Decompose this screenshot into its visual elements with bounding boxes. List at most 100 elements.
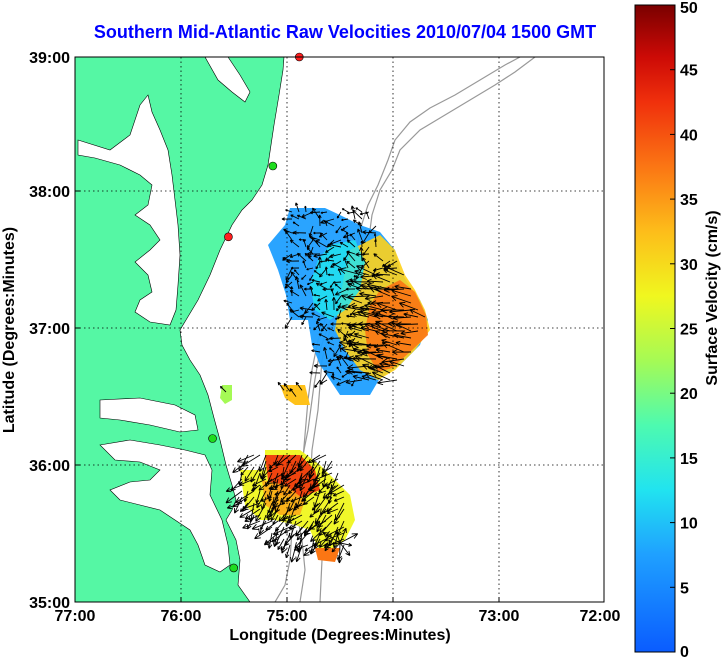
velocity-vector	[311, 349, 321, 353]
velocity-vector	[349, 233, 356, 241]
velocity-vector	[317, 214, 322, 227]
velocity-vector	[308, 460, 321, 478]
velocity-vector	[364, 295, 384, 301]
velocity-vector	[313, 363, 328, 368]
velocity-vector	[403, 312, 419, 318]
colorbar-tick: 0	[680, 644, 689, 659]
velocity-vector	[225, 490, 243, 504]
velocity-vector	[283, 526, 297, 534]
velocity-vector	[331, 297, 336, 311]
colorbar-tick: 30	[680, 257, 698, 274]
velocity-vector	[341, 208, 349, 213]
y-tick: 36:00	[29, 458, 70, 475]
pamlico-sound	[99, 439, 231, 573]
x-axis-ticks: 77:00 76:00 75:00 74:00 73:00 72:00	[55, 608, 621, 625]
velocity-vector	[309, 285, 314, 297]
velocity-vector	[309, 274, 314, 281]
velocity-vector	[395, 340, 412, 346]
velocity-vector	[346, 333, 363, 339]
velocity-vector	[313, 253, 328, 258]
velocity-vector	[360, 273, 384, 280]
velocity-vector	[318, 333, 328, 339]
velocity-vector	[290, 266, 300, 270]
velocity-vector	[311, 237, 321, 248]
velocity-vector	[239, 508, 255, 518]
colorbar-tick: 15	[680, 451, 698, 468]
velocity-vector	[268, 466, 279, 473]
velocity-vector	[296, 526, 309, 541]
velocity-vector	[369, 286, 391, 297]
velocity-vector	[353, 332, 370, 339]
velocity-vector	[292, 230, 307, 235]
velocity-vector	[294, 276, 300, 290]
velocity-vector	[313, 293, 321, 297]
velocity-vector	[365, 211, 370, 220]
velocity-vector	[332, 280, 342, 284]
velocity-vector	[372, 267, 384, 272]
velocity-vector	[335, 225, 342, 234]
velocity-vector	[304, 544, 315, 552]
velocity-vector	[347, 293, 370, 300]
velocity-vector	[323, 542, 341, 548]
radar-stations	[208, 52, 304, 573]
velocity-vector	[283, 299, 293, 304]
velocity-vector	[327, 273, 335, 277]
velocity-vector	[334, 288, 349, 296]
velocity-vector	[341, 372, 349, 378]
velocity-vector	[315, 260, 321, 270]
velocity-vector	[314, 379, 321, 388]
station-marker	[208, 434, 217, 443]
velocity-vector	[340, 346, 363, 353]
velocity-vector	[320, 211, 328, 214]
velocity-vector	[306, 251, 321, 257]
velocity-vector	[285, 230, 293, 241]
y-axis-ticks: 39:00 38:00 37:00 36:00 35:00	[29, 50, 70, 612]
velocity-vector	[313, 303, 321, 311]
velocity-vector	[409, 309, 426, 318]
velocity-vector	[395, 321, 419, 329]
velocity-vector	[370, 300, 391, 307]
velocity-vector	[265, 520, 279, 531]
velocity-vector	[337, 268, 342, 276]
velocity-vector	[277, 381, 285, 391]
velocity-vector	[336, 542, 343, 564]
velocity-vector	[329, 336, 342, 341]
velocity-vector	[336, 379, 349, 386]
velocity-vector	[327, 259, 335, 262]
velocity-vector	[330, 260, 342, 268]
velocity-vector	[264, 538, 279, 545]
velocity-vector	[313, 538, 327, 546]
velocity-vector	[322, 287, 335, 292]
velocity-vector	[332, 263, 342, 269]
velocity-vector	[323, 346, 328, 360]
velocity-vector	[255, 502, 267, 522]
velocity-vector	[336, 366, 342, 374]
velocity-vector	[310, 538, 321, 555]
y-tick: 38:00	[29, 184, 70, 201]
velocity-vector	[288, 520, 303, 530]
velocity-vector	[354, 269, 370, 276]
velocity-vector	[299, 460, 309, 472]
velocity-vectors	[219, 202, 426, 564]
x-axis-label: Longitude (Degrees:Minutes)	[229, 627, 450, 644]
velocity-vector	[377, 353, 398, 360]
y-tick: 37:00	[29, 321, 70, 338]
velocity-vector	[336, 211, 342, 219]
velocity-vector	[239, 478, 255, 486]
velocity-vector	[322, 531, 341, 544]
velocity-vector	[333, 508, 345, 525]
velocity-vector	[321, 311, 335, 318]
station-marker	[268, 161, 278, 171]
velocity-vector	[242, 520, 261, 529]
x-tick: 75:00	[267, 608, 308, 625]
velocity-vector	[313, 231, 321, 235]
velocity-vector	[381, 341, 405, 353]
velocity-vector	[391, 288, 412, 297]
velocity-vector	[302, 238, 307, 248]
velocity-vector	[235, 490, 255, 503]
velocity-vector	[252, 478, 267, 487]
velocity-vector	[335, 531, 341, 544]
velocity-vector	[251, 484, 261, 492]
velocity-vector	[369, 364, 391, 372]
